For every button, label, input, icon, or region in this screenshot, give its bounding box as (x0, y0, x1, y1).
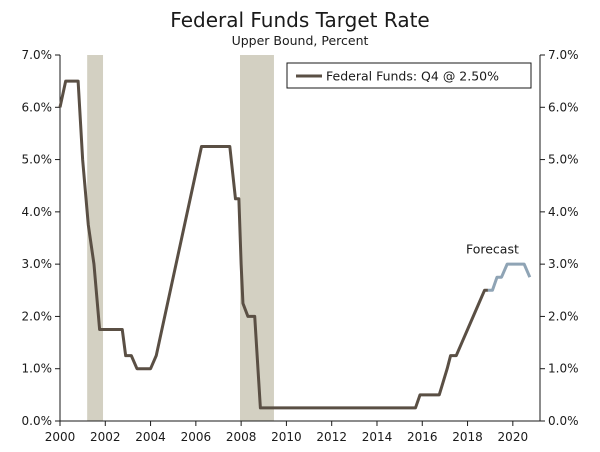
y-tick-label-right: 6.0% (548, 100, 579, 114)
chart-subtitle: Upper Bound, Percent (232, 33, 369, 48)
x-tick-label: 2002 (90, 430, 121, 444)
x-tick-label: 2004 (135, 430, 166, 444)
legend: Federal Funds: Q4 @ 2.50% (286, 62, 532, 89)
x-tick-label: 2018 (452, 430, 483, 444)
y-tick-label-right: 0.0% (548, 414, 579, 428)
x-tick-label: 2000 (45, 430, 76, 444)
x-tick-label: 2006 (181, 430, 212, 444)
x-tick-label: 2008 (226, 430, 257, 444)
y-tick-label-left: 3.0% (22, 257, 53, 271)
chart-title: Federal Funds Target Rate (170, 8, 429, 32)
recession-bands (87, 55, 274, 421)
y-tick-label-left: 0.0% (22, 414, 53, 428)
x-tick-label: 2014 (362, 430, 393, 444)
series-lines (58, 79, 532, 410)
y-tick-label-left: 6.0% (22, 100, 53, 114)
y-tick-label-left: 5.0% (22, 153, 53, 167)
y-tick-label-right: 5.0% (548, 153, 579, 167)
x-tick-label: 2012 (316, 430, 347, 444)
y-tick-label-right: 3.0% (548, 257, 579, 271)
axes: 0.0% 0.0% 1.0% 1.0% 2.0% 2.0% 3.0% 3.0% 4.0% 4.0%… (22, 48, 579, 444)
legend-label: Federal Funds: Q4 @ 2.50% (326, 69, 499, 84)
y-tick-label-left: 1.0% (22, 362, 53, 376)
series-line-federal-funds (58, 79, 488, 410)
y-tick-label-right: 7.0% (548, 48, 579, 62)
y-tick-label-right: 2.0% (548, 309, 579, 323)
legend-box (286, 62, 532, 89)
x-tick-label: 2020 (498, 430, 529, 444)
y-tick-label-right: 4.0% (548, 205, 579, 219)
x-tick-label: 2016 (407, 430, 438, 444)
y-tick-label-right: 1.0% (548, 362, 579, 376)
x-tick-label: 2010 (271, 430, 302, 444)
y-tick-label-left: 4.0% (22, 205, 53, 219)
forecast-annotation: Forecast (466, 242, 519, 257)
y-tick-label-left: 2.0% (22, 309, 53, 323)
y-tick-label-left: 7.0% (22, 48, 53, 62)
series-line-forecast (487, 262, 532, 292)
